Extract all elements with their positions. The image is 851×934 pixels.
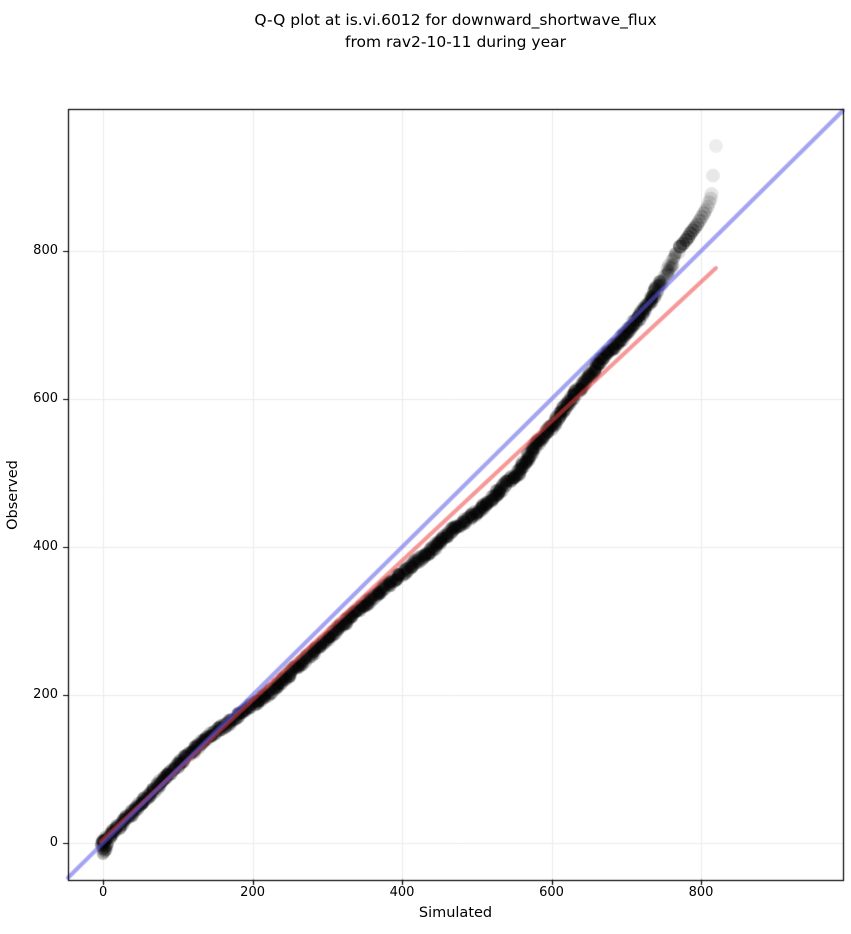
y-tick-label-600: 600	[33, 391, 58, 407]
x-tick-label-200: 200	[240, 885, 265, 900]
x-axis-label: Simulated	[418, 905, 493, 921]
y-tick-label-0: 0	[49, 835, 58, 850]
x-tick-label-800: 800	[688, 885, 714, 900]
x-tick-label-0: 0	[98, 885, 108, 900]
x-tick-label-600: 600	[539, 885, 564, 900]
y-tick-label-800: 800	[33, 243, 58, 259]
y-tick-label-400: 400	[33, 539, 58, 555]
y-tick-label-200: 200	[33, 687, 58, 703]
y-axis-label: Observed	[5, 460, 21, 530]
x-tick-label-400: 400	[389, 885, 415, 900]
